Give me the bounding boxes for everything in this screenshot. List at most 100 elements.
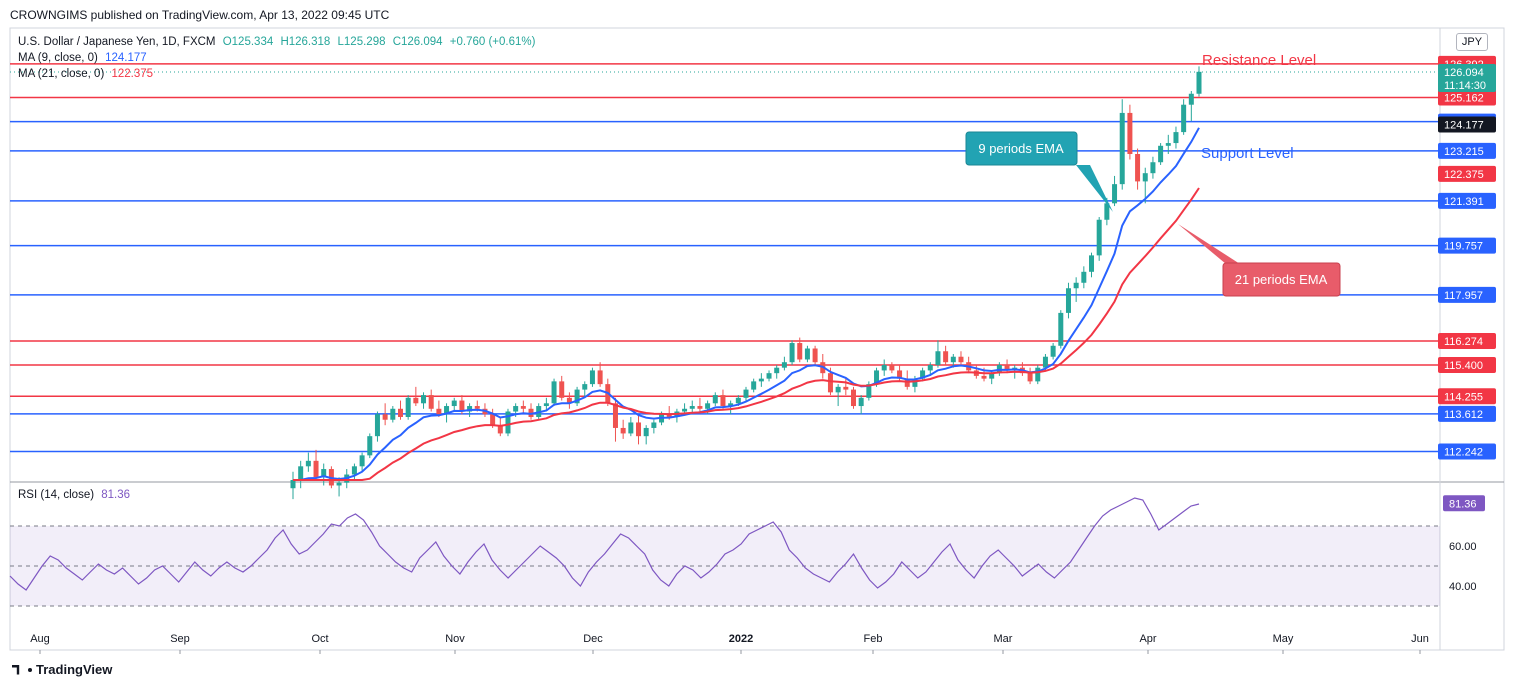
candle-body <box>812 348 818 363</box>
candle-body <box>520 406 526 409</box>
ma21-legend[interactable]: MA (21, close, 0) 122.375 <box>18 68 157 80</box>
candle-body <box>382 414 388 420</box>
candle-body <box>858 397 864 407</box>
high-value: H126.318 <box>280 36 331 48</box>
candle-body <box>943 351 949 363</box>
candle-body <box>950 356 956 363</box>
candle-body <box>612 403 618 428</box>
candle-body <box>1173 132 1179 144</box>
candle-body <box>1196 71 1202 94</box>
candle-body <box>874 370 880 385</box>
candle-body <box>513 406 519 412</box>
change-value: +0.760 (+0.61%) <box>449 36 536 48</box>
price-label-112.242: 112.242 <box>1444 446 1483 458</box>
support-level-label: Support Level <box>1201 145 1294 162</box>
candle-body <box>1135 154 1141 182</box>
ma9-legend[interactable]: MA (9, close, 0) 124.177 <box>18 52 151 64</box>
time-tick-Feb: Feb <box>864 633 883 645</box>
price-label-bg-125.162 <box>1438 89 1496 106</box>
ma-label-bg-122.375 <box>1438 165 1496 182</box>
price-label-bg-121.391 <box>1438 192 1496 209</box>
ma-label-122.375: 122.375 <box>1444 169 1484 181</box>
candle-body <box>589 370 595 385</box>
price-label-123.215: 123.215 <box>1444 146 1484 158</box>
candle-body <box>1165 143 1171 146</box>
ma21-line <box>293 187 1200 481</box>
ema9-callout-box <box>965 131 1078 166</box>
candle-body <box>981 375 987 379</box>
candle-body <box>835 386 841 393</box>
candle-body <box>459 400 465 412</box>
price-label-113.612: 113.612 <box>1444 409 1483 421</box>
ma9-line <box>293 127 1200 481</box>
candle-body <box>743 389 749 398</box>
time-tick-May: May <box>1273 633 1294 645</box>
ema9-callout-label: 9 periods EMA <box>978 141 1064 156</box>
candle-body <box>643 427 649 437</box>
ema21-callout-label: 21 periods EMA <box>1235 272 1328 287</box>
candle-body <box>1096 219 1102 256</box>
candle-body <box>436 408 442 415</box>
candle-body <box>305 460 311 467</box>
rsi-line <box>9 497 1200 591</box>
candle-body <box>374 414 380 437</box>
candle-body <box>574 389 580 404</box>
rsi-value-label-bg <box>1443 495 1485 512</box>
last-price-label-bg <box>1438 63 1496 92</box>
candle-body <box>1142 173 1148 182</box>
candle-body <box>298 466 304 480</box>
currency-button[interactable]: JPY <box>1456 33 1488 51</box>
candle-body <box>1112 184 1118 204</box>
price-label-116.274: 116.274 <box>1444 336 1483 348</box>
candle-body <box>935 351 941 365</box>
close-value: C126.094 <box>392 36 443 48</box>
tradingview-dot-icon <box>28 667 32 672</box>
candle-body <box>781 362 787 368</box>
candle-body <box>958 356 964 363</box>
tradingview-brand: TradingView <box>36 662 113 677</box>
candle-body <box>682 408 688 412</box>
candle-body <box>712 395 718 404</box>
rsi-legend[interactable]: RSI (14, close) 81.36 <box>18 489 134 501</box>
published-by-header: CROWNGIMS published on TradingView.com, … <box>10 8 390 22</box>
last-price-label: 126.094 <box>1444 67 1484 79</box>
candle-body <box>843 386 849 390</box>
candle-body <box>1058 312 1064 346</box>
price-label-bg-114.255 <box>1438 388 1496 405</box>
candle-body <box>490 414 496 426</box>
time-tick-Aug: Aug <box>30 633 50 645</box>
candle-body <box>421 395 427 404</box>
symbol-name[interactable]: U.S. Dollar / Japanese Yen, 1D, FXCM <box>18 36 216 48</box>
price-label-125.162: 125.162 <box>1444 93 1484 105</box>
price-label-bg-113.612 <box>1438 405 1496 422</box>
low-value: L125.298 <box>337 36 386 48</box>
candle-body <box>444 406 450 415</box>
candle-body <box>1181 104 1187 133</box>
candle-body <box>321 469 327 478</box>
candle-body <box>336 482 342 486</box>
candle-body <box>881 364 887 371</box>
time-tick-Nov: Nov <box>445 633 465 645</box>
candle-body <box>889 364 895 371</box>
price-label-bg-116.274 <box>1438 333 1496 350</box>
candle-body <box>1127 112 1133 155</box>
candle-body <box>597 370 603 385</box>
candle-body <box>397 408 403 417</box>
time-tick-Jun: Jun <box>1411 633 1429 645</box>
candle-body <box>651 422 657 428</box>
candle-body <box>758 378 764 382</box>
candle-body <box>313 460 319 478</box>
candle-body <box>405 397 411 417</box>
candle-body <box>582 384 588 390</box>
candle-body <box>920 370 926 379</box>
candle-body <box>1089 255 1095 272</box>
price-label-bg-115.400 <box>1438 356 1496 373</box>
candle-body <box>390 408 396 420</box>
rsi-tick-40.00: 40.00 <box>1449 581 1477 593</box>
candle-body <box>1119 112 1125 185</box>
rsi-label: RSI (14, close) <box>18 489 95 501</box>
price-label-115.400: 115.400 <box>1444 360 1483 372</box>
candle-body <box>827 373 833 393</box>
candle-body <box>1158 145 1164 163</box>
candle-body <box>850 389 856 407</box>
